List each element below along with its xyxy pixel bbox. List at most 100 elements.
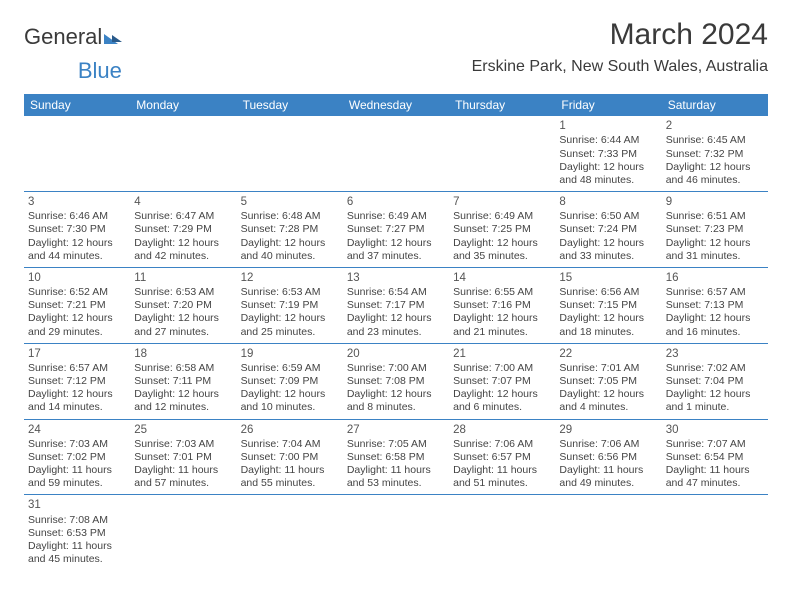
daylight-text: Daylight: 12 hours xyxy=(134,388,232,401)
sunrise-text: Sunrise: 6:51 AM xyxy=(666,210,764,223)
empty-cell xyxy=(130,495,236,570)
day-cell: 31Sunrise: 7:08 AMSunset: 6:53 PMDayligh… xyxy=(24,495,130,570)
sunset-text: Sunset: 7:05 PM xyxy=(559,375,657,388)
sunset-text: Sunset: 7:08 PM xyxy=(347,375,445,388)
daylight-text: and 48 minutes. xyxy=(559,174,657,187)
sunset-text: Sunset: 7:32 PM xyxy=(666,148,764,161)
sunrise-text: Sunrise: 6:50 AM xyxy=(559,210,657,223)
daylight-text: and 44 minutes. xyxy=(28,250,126,263)
daylight-text: and 1 minute. xyxy=(666,401,764,414)
sunset-text: Sunset: 7:28 PM xyxy=(241,223,339,236)
sunset-text: Sunset: 7:19 PM xyxy=(241,299,339,312)
day-number: 6 xyxy=(347,195,445,209)
sunrise-text: Sunrise: 6:45 AM xyxy=(666,134,764,147)
day-header-sat: Saturday xyxy=(662,94,768,116)
sunset-text: Sunset: 7:02 PM xyxy=(28,451,126,464)
daylight-text: and 29 minutes. xyxy=(28,326,126,339)
day-cell: 8Sunrise: 6:50 AMSunset: 7:24 PMDaylight… xyxy=(555,192,661,267)
day-cell: 17Sunrise: 6:57 AMSunset: 7:12 PMDayligh… xyxy=(24,344,130,419)
daylight-text: Daylight: 12 hours xyxy=(559,237,657,250)
daylight-text: Daylight: 12 hours xyxy=(453,388,551,401)
week-row: 10Sunrise: 6:52 AMSunset: 7:21 PMDayligh… xyxy=(24,268,768,344)
day-number: 19 xyxy=(241,347,339,361)
daylight-text: Daylight: 11 hours xyxy=(453,464,551,477)
calendar-grid: Sunday Monday Tuesday Wednesday Thursday… xyxy=(24,94,768,570)
empty-cell xyxy=(130,116,236,191)
sunset-text: Sunset: 7:21 PM xyxy=(28,299,126,312)
daylight-text: and 45 minutes. xyxy=(28,553,126,566)
daylight-text: Daylight: 12 hours xyxy=(241,237,339,250)
empty-cell xyxy=(449,495,555,570)
day-number: 29 xyxy=(559,423,657,437)
sunrise-text: Sunrise: 7:01 AM xyxy=(559,362,657,375)
sunset-text: Sunset: 7:29 PM xyxy=(134,223,232,236)
sunset-text: Sunset: 7:04 PM xyxy=(666,375,764,388)
day-cell: 28Sunrise: 7:06 AMSunset: 6:57 PMDayligh… xyxy=(449,420,555,495)
day-cell: 11Sunrise: 6:53 AMSunset: 7:20 PMDayligh… xyxy=(130,268,236,343)
day-cell: 10Sunrise: 6:52 AMSunset: 7:21 PMDayligh… xyxy=(24,268,130,343)
daylight-text: Daylight: 12 hours xyxy=(28,312,126,325)
daylight-text: Daylight: 11 hours xyxy=(666,464,764,477)
day-cell: 13Sunrise: 6:54 AMSunset: 7:17 PMDayligh… xyxy=(343,268,449,343)
sunset-text: Sunset: 7:20 PM xyxy=(134,299,232,312)
sunset-text: Sunset: 6:53 PM xyxy=(28,527,126,540)
sunrise-text: Sunrise: 6:57 AM xyxy=(28,362,126,375)
daylight-text: and 55 minutes. xyxy=(241,477,339,490)
daylight-text: and 37 minutes. xyxy=(347,250,445,263)
sunrise-text: Sunrise: 6:49 AM xyxy=(453,210,551,223)
sunset-text: Sunset: 7:23 PM xyxy=(666,223,764,236)
sunset-text: Sunset: 7:01 PM xyxy=(134,451,232,464)
sail-icon-2 xyxy=(112,35,122,42)
sunset-text: Sunset: 6:54 PM xyxy=(666,451,764,464)
day-cell: 6Sunrise: 6:49 AMSunset: 7:27 PMDaylight… xyxy=(343,192,449,267)
day-number: 17 xyxy=(28,347,126,361)
day-header-wed: Wednesday xyxy=(343,94,449,116)
empty-cell xyxy=(343,116,449,191)
day-number: 7 xyxy=(453,195,551,209)
sunrise-text: Sunrise: 7:03 AM xyxy=(28,438,126,451)
sunset-text: Sunset: 7:15 PM xyxy=(559,299,657,312)
day-number: 22 xyxy=(559,347,657,361)
daylight-text: Daylight: 12 hours xyxy=(666,237,764,250)
sunset-text: Sunset: 6:56 PM xyxy=(559,451,657,464)
day-number: 15 xyxy=(559,271,657,285)
daylight-text: Daylight: 12 hours xyxy=(241,388,339,401)
daylight-text: and 57 minutes. xyxy=(134,477,232,490)
sunset-text: Sunset: 7:17 PM xyxy=(347,299,445,312)
sunset-text: Sunset: 6:58 PM xyxy=(347,451,445,464)
daylight-text: and 25 minutes. xyxy=(241,326,339,339)
brand-part2: Blue xyxy=(78,58,122,84)
daylight-text: and 46 minutes. xyxy=(666,174,764,187)
sunrise-text: Sunrise: 7:04 AM xyxy=(241,438,339,451)
day-header-mon: Monday xyxy=(130,94,236,116)
daylight-text: Daylight: 12 hours xyxy=(134,312,232,325)
daylight-text: and 21 minutes. xyxy=(453,326,551,339)
sunrise-text: Sunrise: 6:59 AM xyxy=(241,362,339,375)
day-cell: 29Sunrise: 7:06 AMSunset: 6:56 PMDayligh… xyxy=(555,420,661,495)
day-number: 26 xyxy=(241,423,339,437)
day-number: 12 xyxy=(241,271,339,285)
day-cell: 23Sunrise: 7:02 AMSunset: 7:04 PMDayligh… xyxy=(662,344,768,419)
daylight-text: Daylight: 12 hours xyxy=(666,388,764,401)
daylight-text: and 31 minutes. xyxy=(666,250,764,263)
daylight-text: and 33 minutes. xyxy=(559,250,657,263)
day-number: 20 xyxy=(347,347,445,361)
day-cell: 24Sunrise: 7:03 AMSunset: 7:02 PMDayligh… xyxy=(24,420,130,495)
sunrise-text: Sunrise: 7:06 AM xyxy=(453,438,551,451)
sunrise-text: Sunrise: 7:05 AM xyxy=(347,438,445,451)
sunrise-text: Sunrise: 6:55 AM xyxy=(453,286,551,299)
day-number: 25 xyxy=(134,423,232,437)
empty-cell xyxy=(237,116,343,191)
sunset-text: Sunset: 7:09 PM xyxy=(241,375,339,388)
location-text: Erskine Park, New South Wales, Australia xyxy=(472,58,768,76)
day-number: 2 xyxy=(666,119,764,133)
day-number: 14 xyxy=(453,271,551,285)
daylight-text: Daylight: 12 hours xyxy=(666,312,764,325)
daylight-text: Daylight: 12 hours xyxy=(28,388,126,401)
daylight-text: and 49 minutes. xyxy=(559,477,657,490)
day-number: 4 xyxy=(134,195,232,209)
day-number: 3 xyxy=(28,195,126,209)
daylight-text: and 4 minutes. xyxy=(559,401,657,414)
daylight-text: and 35 minutes. xyxy=(453,250,551,263)
sunrise-text: Sunrise: 7:02 AM xyxy=(666,362,764,375)
